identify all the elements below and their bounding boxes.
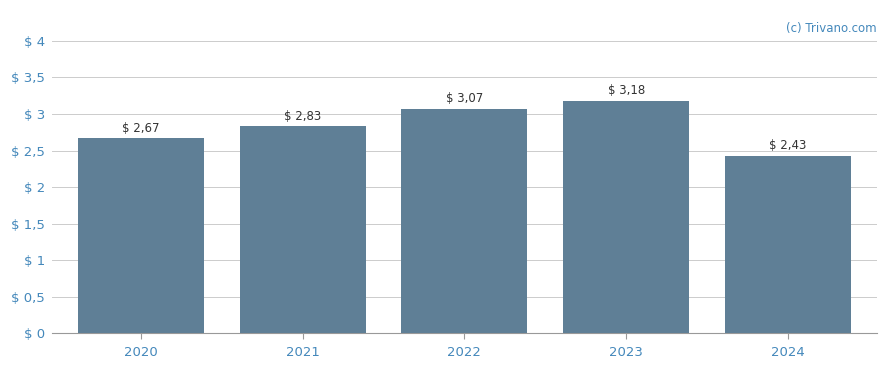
Text: $ 3,07: $ 3,07: [446, 92, 483, 105]
Bar: [240, 127, 366, 333]
Bar: [401, 109, 527, 333]
Text: $ 2,43: $ 2,43: [769, 139, 806, 152]
Text: $ 2,67: $ 2,67: [123, 121, 160, 135]
Text: (c) Trivano.com: (c) Trivano.com: [786, 22, 876, 35]
Text: $ 2,83: $ 2,83: [284, 110, 321, 123]
Bar: [725, 156, 851, 333]
Bar: [563, 101, 689, 333]
Text: $ 3,18: $ 3,18: [607, 84, 645, 97]
Bar: [78, 138, 204, 333]
